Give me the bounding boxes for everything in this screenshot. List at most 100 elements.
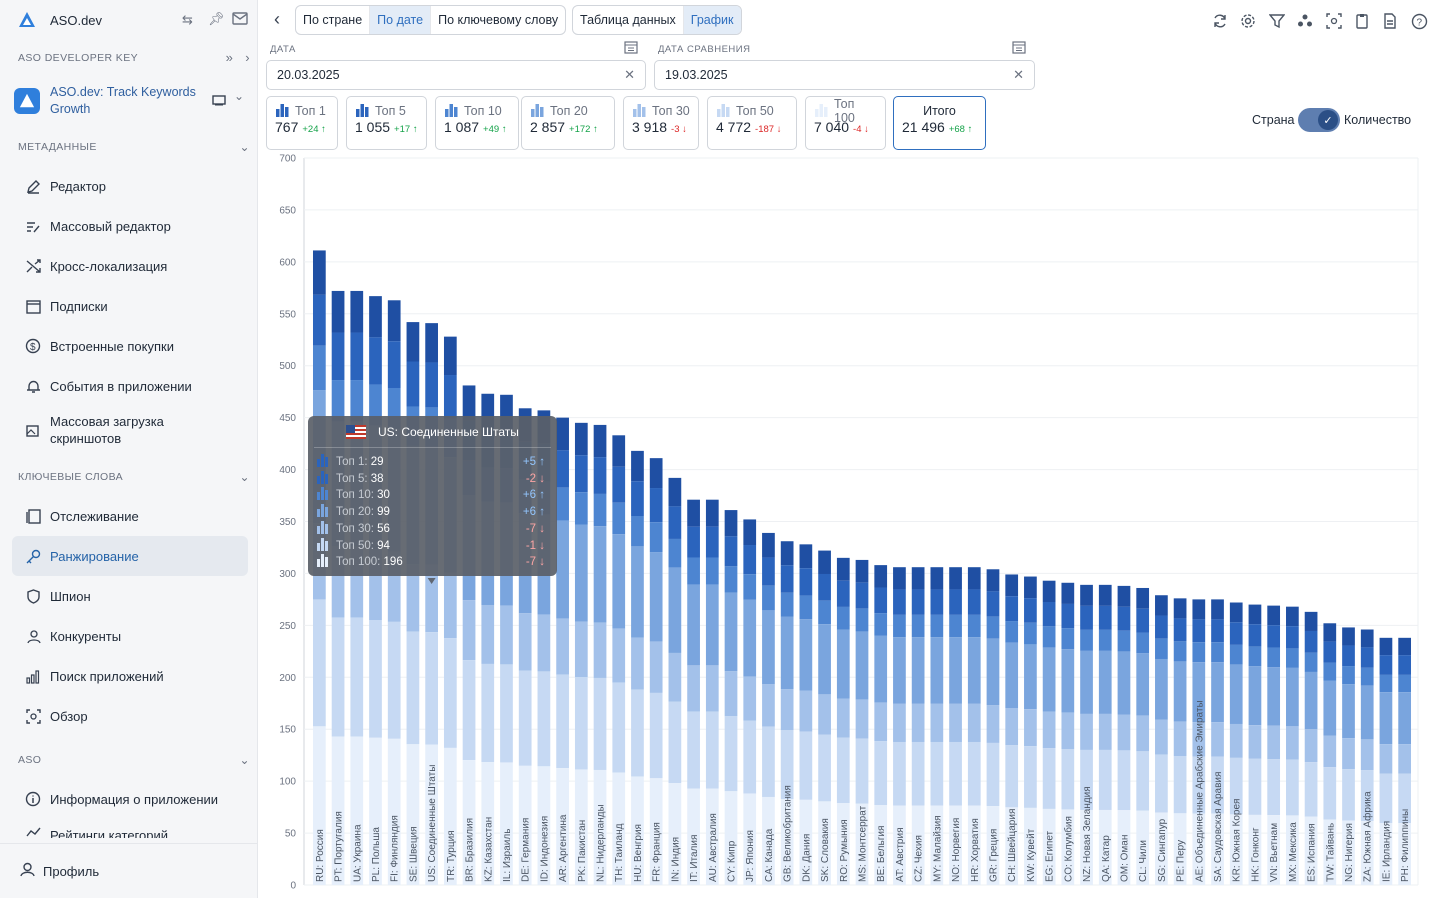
section-keywords[interactable]: КЛЮЧЕВЫЕ СЛОВА ⌄ (18, 470, 250, 484)
bar-segment (1080, 713, 1093, 750)
sidebar-item-bulk-editor[interactable]: Массовый редактор (12, 206, 248, 246)
bar-segment (1398, 637, 1412, 656)
filter-icon[interactable] (1267, 11, 1287, 31)
stat-card-8[interactable]: Итого 21 496 +68 ↑ (893, 96, 986, 150)
bar-segment (668, 652, 682, 702)
calendar-icon[interactable] (1012, 40, 1026, 59)
x-tick-label: CZ: Чехия (914, 835, 925, 882)
clear-compare-date-icon[interactable]: ✕ (1013, 67, 1024, 82)
stat-card-6[interactable]: Топ 50 4 772 -187 ↓ (707, 96, 797, 150)
bar-segment (836, 737, 850, 804)
clipboard-icon[interactable] (1352, 11, 1372, 31)
bar-segment (518, 613, 532, 671)
tab-by-date[interactable]: По дате (370, 6, 432, 34)
tooltip-row-value: 38 (370, 472, 384, 485)
bar-segment (1286, 667, 1299, 727)
sidebar-item-editor[interactable]: Редактор (12, 166, 248, 206)
help-icon[interactable]: ? (1409, 11, 1429, 31)
section-metadata[interactable]: МЕТАДАННЫЕ ⌄ (18, 140, 250, 154)
stat-card-4[interactable]: Топ 20 2 857 +172 ↑ (521, 96, 615, 150)
back-chevron-icon[interactable]: ‹ (274, 9, 280, 29)
bar-segment (574, 422, 588, 456)
stat-card-3[interactable]: Топ 10 1 087 +49 ↑ (435, 96, 519, 150)
refresh-icon[interactable] (1210, 11, 1230, 31)
stat-card-label: Топ 50 (736, 104, 774, 118)
bar-segment (780, 565, 794, 593)
bar-segment (1024, 576, 1037, 599)
sidebar-item-ranking[interactable]: Ранжирование (12, 536, 248, 576)
bar-chart-icon (316, 554, 330, 570)
scan-icon[interactable] (1324, 11, 1344, 31)
bar-segment (612, 772, 626, 885)
bar-segment (631, 515, 644, 547)
sidebar-item-competitors[interactable]: Конкуренты (12, 616, 248, 656)
group-icon[interactable] (1295, 11, 1315, 31)
double-chevron-icon[interactable]: » (225, 50, 234, 65)
tab-by-keyword[interactable]: По ключевому слову (438, 13, 559, 27)
profile-row[interactable]: Профиль (20, 862, 99, 880)
bar-chart-icon (316, 470, 330, 487)
bar-segment (1360, 647, 1374, 668)
clear-date-icon[interactable]: ✕ (624, 67, 635, 82)
x-tick-label: MX: Мексика (1288, 822, 1299, 882)
calendar-icon[interactable] (624, 40, 638, 59)
x-tick-label: MY: Малайзия (932, 815, 943, 882)
tab-chart[interactable]: График (683, 6, 741, 34)
section-aso[interactable]: ASO ⌄ (18, 753, 250, 767)
pin-icon[interactable]: 📌︎ (208, 11, 225, 26)
bar-segment (425, 632, 438, 745)
scan-icon (24, 707, 42, 725)
bar-segment (1379, 674, 1393, 693)
sidebar-item-in-app-events[interactable]: События в приложении (12, 366, 248, 406)
stat-card-5[interactable]: Топ 30 3 918 -3 ↓ (623, 96, 699, 150)
date-value: 20.03.2025 (277, 68, 340, 82)
bar-segment (1173, 661, 1187, 722)
tab-by-country[interactable]: По стране (296, 6, 371, 34)
settings-gear-icon[interactable] (1238, 11, 1258, 31)
sidebar-item-cross-localization[interactable]: Кросс-локализация (12, 246, 248, 286)
stat-card-2[interactable]: Топ 5 1 055 +17 ↑ (346, 96, 427, 150)
bar-segment (930, 567, 944, 590)
stat-card-1[interactable]: Топ 1 767 +24 ↑ (266, 96, 338, 150)
chevron-right-icon[interactable]: › (245, 50, 250, 65)
sidebar-item-in-app-purchases[interactable]: $ Встроенные покупки (12, 326, 248, 366)
sidebar-item-app-search[interactable]: Поиск приложений (12, 656, 248, 696)
app-selector[interactable]: ASO.dev: Track Keywords Growth ⌄ (14, 83, 250, 119)
mail-icon[interactable] (232, 12, 248, 30)
stat-card-7[interactable]: Топ 100 7 040 -4 ↓ (805, 96, 886, 150)
sidebar-item-label: Массовая загрузка скриншотов (50, 414, 164, 446)
bar-segment (1398, 655, 1412, 675)
tooltip-row-label: Топ 1: (336, 456, 368, 468)
bar-segment (462, 760, 476, 885)
bar-segment (1229, 602, 1243, 623)
bar-segment (1229, 664, 1243, 724)
bar-segment (1379, 637, 1393, 656)
chat-icon[interactable]: ⇆ (182, 12, 193, 27)
stat-card-delta-value: +17 (394, 124, 411, 135)
compare-date-input[interactable]: 19.03.2025 ✕ (654, 60, 1035, 90)
bar-segment (593, 526, 607, 623)
sidebar-item-spy[interactable]: Шпион (12, 576, 248, 616)
key-icon (24, 547, 42, 565)
bar-segment (818, 573, 831, 601)
sidebar-item-app-info[interactable]: Информация о приложении (12, 779, 248, 819)
chevron-down-icon[interactable]: ⌄ (234, 89, 245, 103)
bar-segment (724, 671, 738, 717)
stat-card-label-row: Топ 10 (444, 97, 510, 125)
bar-segment (724, 510, 738, 537)
bar-segment (705, 557, 719, 585)
tab-data-table[interactable]: Таблица данных (573, 6, 684, 34)
bar-segment (1005, 621, 1019, 643)
bar-segment (1211, 599, 1224, 620)
country-count-toggle[interactable]: ✓ (1298, 108, 1340, 132)
document-icon[interactable] (1380, 11, 1400, 31)
sidebar-item-category-ratings[interactable]: Рейтинги категорий (12, 826, 248, 838)
dev-key-row[interactable]: ASO DEVELOPER KEY » › (18, 50, 250, 65)
sidebar-item-overview[interactable]: Обзор (12, 696, 248, 736)
list-edit-icon (24, 217, 42, 235)
bar-segment (762, 585, 775, 611)
sidebar-item-subscriptions[interactable]: Подписки (12, 286, 248, 326)
date-input[interactable]: 20.03.2025 ✕ (266, 60, 646, 90)
sidebar-item-bulk-screenshots[interactable]: Массовая загрузка скриншотов (12, 406, 248, 454)
sidebar-item-tracking[interactable]: Отслеживание (12, 496, 248, 536)
